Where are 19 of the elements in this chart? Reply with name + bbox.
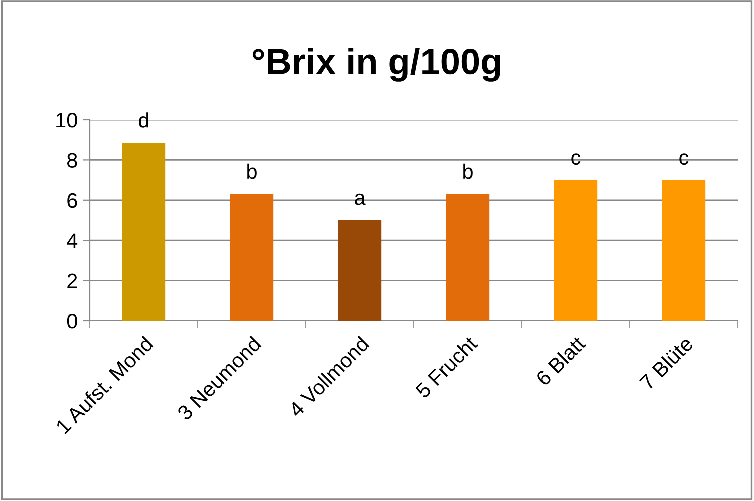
annotation: c [680, 154, 689, 166]
y-tick-label: 8 [68, 153, 78, 168]
annotation: b [248, 164, 257, 180]
bar [338, 220, 382, 321]
chart-title: °Brix in g/100g [252, 48, 500, 82]
bar [230, 194, 274, 321]
bar [446, 194, 490, 321]
bar [554, 180, 598, 321]
y-tick-label: 4 [67, 234, 78, 248]
annotation: c [572, 154, 581, 166]
y-tick-label: 2 [68, 274, 78, 288]
y-tick-label: 6 [68, 193, 78, 208]
annotation: a [355, 194, 366, 206]
annotation: b [464, 164, 473, 180]
annotation: d [139, 112, 148, 128]
y-tick-label: 10 [56, 113, 78, 128]
bar [662, 180, 706, 321]
bar [122, 143, 166, 321]
y-tick-label: 0 [67, 314, 78, 329]
